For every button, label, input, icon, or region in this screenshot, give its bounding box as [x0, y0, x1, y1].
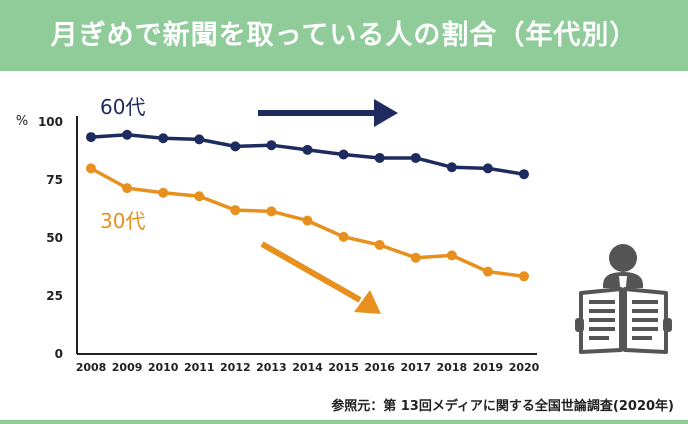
series-layer: 60代 30代: [86, 95, 529, 282]
y-tick-label: 100: [38, 115, 63, 129]
x-tick-label: 2016: [364, 361, 395, 374]
data-point: [86, 163, 96, 174]
data-point: [338, 149, 349, 160]
x-tick-label: 2020: [509, 361, 540, 374]
data-point: [230, 205, 241, 216]
data-point: [374, 152, 385, 163]
x-tick-label: 2015: [328, 361, 359, 374]
data-point: [230, 141, 241, 152]
series-label-0: 60代: [100, 95, 145, 119]
x-tick-label: 2018: [437, 361, 468, 374]
data-point: [194, 191, 205, 202]
x-tick-label: 2010: [148, 361, 179, 374]
data-point: [194, 134, 205, 145]
data-point: [519, 169, 529, 180]
data-point: [482, 163, 493, 174]
x-tick-label: 2008: [76, 361, 107, 374]
y-tick-label: 50: [46, 231, 63, 245]
data-point: [374, 239, 385, 250]
data-point: [266, 140, 277, 151]
chart-axes: % 0 25 50 75 100 2008 2009 2010 2011 2012 2013 2014 2…: [16, 114, 540, 374]
data-point: [86, 132, 96, 143]
x-tick-label: 2014: [292, 361, 323, 374]
x-tick-label: 2019: [473, 361, 504, 374]
footer-bar: [0, 420, 688, 424]
data-point: [122, 183, 133, 194]
data-point: [338, 231, 349, 242]
x-tick-label: 2013: [256, 361, 287, 374]
data-point: [482, 266, 493, 277]
y-axis-label: %: [16, 114, 28, 129]
data-point: [158, 133, 169, 144]
series-label-1: 30代: [100, 209, 145, 233]
data-point: [446, 162, 457, 173]
x-tick-label: 2017: [400, 361, 431, 374]
x-tick-label: 2009: [112, 361, 143, 374]
data-point: [410, 152, 421, 163]
y-tick-label: 25: [46, 289, 63, 303]
source-note: 参照元：第 13回メディアに関する全国世論調査(2020年): [331, 399, 674, 414]
data-point: [519, 271, 529, 282]
x-tick-label: 2012: [220, 361, 251, 374]
data-point: [266, 206, 277, 217]
trend-arrow-right-icon: [258, 99, 398, 127]
data-point: [302, 144, 313, 155]
y-tick-label: 0: [55, 347, 63, 361]
x-tick-label: 2011: [184, 361, 215, 374]
header-bar: 月ぎめで新聞を取っている人の割合（年代別）: [0, 0, 688, 71]
data-point: [446, 250, 457, 261]
trend-arrow-down-icon: [260, 241, 381, 314]
page-title: 月ぎめで新聞を取っている人の割合（年代別）: [50, 20, 638, 51]
data-point: [410, 252, 421, 263]
person-reading-newspaper-icon: [575, 244, 672, 354]
data-point: [158, 187, 169, 198]
data-point: [122, 129, 133, 140]
y-tick-label: 75: [46, 173, 63, 187]
data-point: [302, 215, 313, 226]
